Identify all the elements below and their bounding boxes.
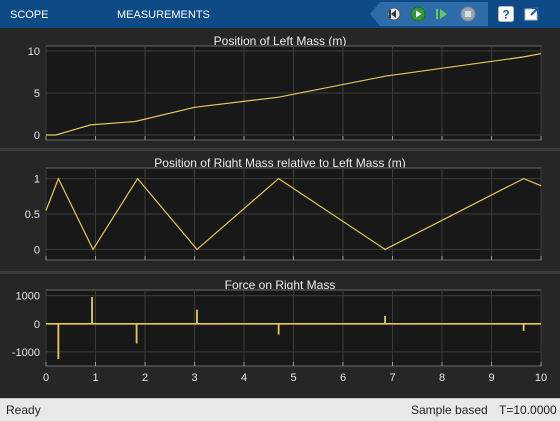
x-tick-label: 5 xyxy=(290,372,296,384)
plot-title-left-mass: Position of Left Mass (m) xyxy=(213,34,347,48)
x-tick-label: 8 xyxy=(439,372,445,384)
x-tick-label: 1 xyxy=(92,372,98,384)
x-tick-label: 4 xyxy=(241,372,247,384)
y-tick-label: 0 xyxy=(34,319,40,331)
simulation-controls xyxy=(370,2,488,26)
x-tick-label: 3 xyxy=(191,372,197,384)
status-mode: Sample based xyxy=(411,403,488,417)
series-line xyxy=(46,53,542,136)
plot-title-force: Force on Right Mass xyxy=(224,278,336,292)
status-bar: Ready Sample based T=10.0000 xyxy=(0,398,560,421)
x-tick-label: 9 xyxy=(488,372,494,384)
y-tick-label: -1000 xyxy=(12,347,40,359)
status-time: T=10.0000 xyxy=(499,403,557,417)
toolstrip: SCOPE MEASUREMENTS ? xyxy=(0,0,560,28)
series-line xyxy=(45,177,542,251)
step-back-icon[interactable] xyxy=(386,6,402,22)
tab-scope[interactable]: SCOPE xyxy=(10,9,49,21)
tab-measurements[interactable]: MEASUREMENTS xyxy=(117,9,210,21)
undock-icon[interactable] xyxy=(524,6,540,22)
run-icon[interactable] xyxy=(410,6,426,22)
x-tick-label: 6 xyxy=(340,372,346,384)
help-icon[interactable]: ? xyxy=(498,6,514,22)
x-tick-label: 2 xyxy=(142,372,148,384)
scope-plots: 0 5 10 0 0.5 1 -1000 0 1000 0 1 2 3 4 5 6 7 8 9 10 xyxy=(12,45,547,384)
y-tick-label: 0 xyxy=(34,130,40,142)
x-tick-label: 0 xyxy=(43,372,49,384)
svg-text:?: ? xyxy=(502,8,509,22)
step-forward-icon[interactable] xyxy=(434,6,450,22)
status-ready: Ready xyxy=(6,403,41,417)
y-tick-label: 0.5 xyxy=(25,209,40,221)
y-tick-label: 1000 xyxy=(16,291,40,303)
y-tick-label: 1 xyxy=(34,174,40,186)
panel-divider xyxy=(0,148,560,151)
y-tick-label: 0 xyxy=(34,244,40,256)
x-tick-label: 7 xyxy=(389,372,395,384)
panel-divider xyxy=(0,271,560,274)
y-tick-label: 10 xyxy=(28,46,40,58)
plot-title-right-mass: Position of Right Mass relative to Left … xyxy=(154,156,406,170)
y-tick-label: 5 xyxy=(34,88,40,100)
x-tick-label: 10 xyxy=(535,372,547,384)
stop-icon[interactable] xyxy=(460,6,476,22)
